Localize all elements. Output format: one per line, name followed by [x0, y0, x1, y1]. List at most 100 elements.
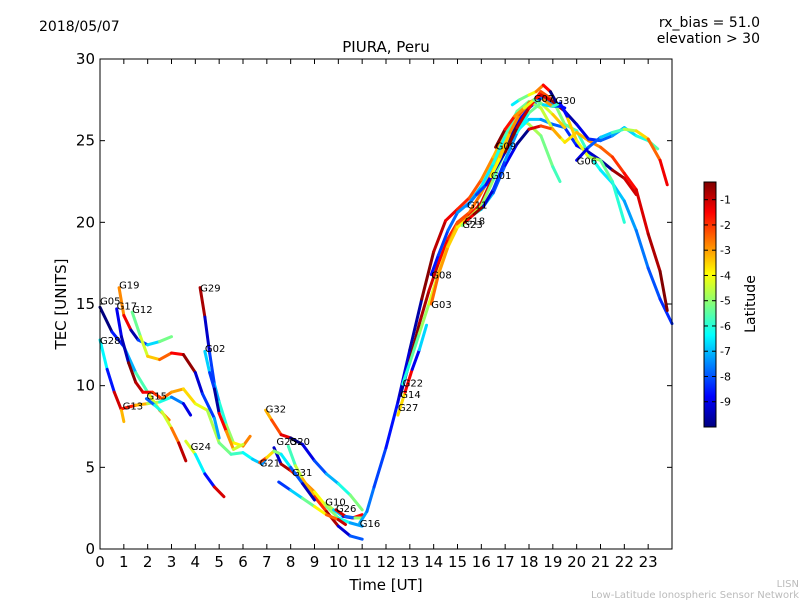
satellite-label-g18: G18 [465, 217, 485, 228]
series-segment [313, 459, 328, 476]
satellite-label-g30: G30 [555, 96, 575, 107]
series-segment [129, 328, 140, 342]
series-segment [130, 310, 143, 339]
series-segment [479, 155, 495, 182]
x-tick-label: 6 [238, 553, 248, 571]
series-g26 [334, 508, 364, 520]
series-segment [301, 477, 316, 499]
satellite-label-g23: G23 [462, 220, 482, 231]
series-segment [432, 219, 448, 254]
series-segment [334, 508, 347, 518]
series-segment [456, 196, 471, 211]
y-tick-label: 30 [76, 50, 95, 68]
satellite-label-g20: G20 [289, 437, 309, 448]
series-segment [150, 390, 164, 401]
colorbar-tick-label: -8 [720, 370, 731, 383]
series-segment [348, 534, 364, 541]
series-segment [622, 176, 638, 197]
series-segment [539, 106, 555, 131]
series-segment [610, 180, 626, 224]
x-tick-label: 4 [191, 553, 201, 571]
colorbar-label: Latitude [743, 275, 759, 333]
series-segment [558, 101, 569, 118]
series-segment [498, 131, 512, 159]
series-segment [158, 335, 173, 344]
x-tick-label: 7 [262, 553, 272, 571]
satellite-label-g05: G05 [100, 297, 120, 308]
colorbar-tick-label: -2 [720, 219, 731, 232]
x-tick-label: 12 [376, 553, 395, 571]
series-segment [212, 387, 221, 415]
series-segment [491, 134, 507, 166]
series-segment [336, 482, 352, 497]
series-g02 [203, 349, 245, 451]
series-segment [212, 485, 226, 499]
elevation-label: elevation > 30 [657, 31, 760, 47]
series-segment [658, 269, 669, 313]
series-segment [479, 178, 495, 208]
series-segment [408, 297, 424, 352]
series-segment [634, 229, 650, 270]
series-g28 [98, 338, 126, 424]
series-segment [358, 509, 369, 525]
series-segment [417, 302, 431, 335]
series-segment [503, 114, 517, 131]
series-segment [229, 451, 245, 456]
series-segment [575, 122, 591, 141]
satellite-label-g21: G21 [260, 458, 280, 469]
series-g30 [541, 98, 569, 118]
series-segment [181, 387, 197, 406]
series-segment [105, 367, 116, 394]
x-tick-label: 16 [472, 553, 491, 571]
series-segment [110, 330, 126, 348]
series-segment [575, 139, 591, 159]
series-segment [212, 416, 221, 440]
series-segment [224, 423, 235, 445]
satellite-label-g25: G25 [276, 437, 296, 448]
series-segment [420, 250, 436, 301]
x-tick-label: 0 [95, 553, 105, 571]
series-segment [513, 106, 526, 118]
series-segment [112, 390, 123, 412]
series-segment [417, 289, 431, 326]
series-segment [289, 488, 305, 500]
satellite-label-g19: G19 [119, 280, 139, 291]
chart-date: 2018/05/07 [39, 19, 120, 35]
series-segment [122, 313, 133, 332]
series-g29 [198, 286, 252, 448]
series-segment [153, 403, 164, 414]
series-segment [646, 232, 662, 273]
series-segment [539, 124, 555, 131]
series-segment [444, 207, 459, 223]
series-segment [224, 429, 235, 451]
series-segment [301, 442, 316, 463]
series-segment [401, 361, 412, 386]
series-segment [144, 397, 157, 407]
series-segment [610, 155, 626, 175]
series-segment [121, 403, 138, 411]
series-segment [241, 451, 255, 461]
series-segment [610, 168, 626, 180]
plot-area [100, 59, 672, 549]
series-segment [503, 131, 519, 162]
series-segment [324, 509, 340, 528]
series-segment [323, 501, 336, 512]
series-g16 [358, 116, 562, 525]
series-segment [193, 452, 207, 476]
satellite-label-g12: G12 [132, 305, 152, 316]
x-tick-label: 1 [119, 553, 129, 571]
y-tick-label: 20 [76, 213, 95, 231]
satellite-label-g16: G16 [360, 519, 380, 530]
series-segment [343, 514, 357, 520]
satellite-label-g10: G10 [325, 498, 345, 509]
series-segment [127, 361, 138, 384]
series-segment [479, 162, 495, 188]
series-segment [336, 518, 347, 526]
series-segment [134, 380, 145, 394]
series-segment [119, 408, 126, 424]
series-segment [336, 516, 352, 525]
series-segment [158, 351, 173, 362]
series-segment [429, 253, 440, 277]
colorbar-tick-label: -5 [720, 295, 731, 308]
series-segment [658, 158, 669, 187]
